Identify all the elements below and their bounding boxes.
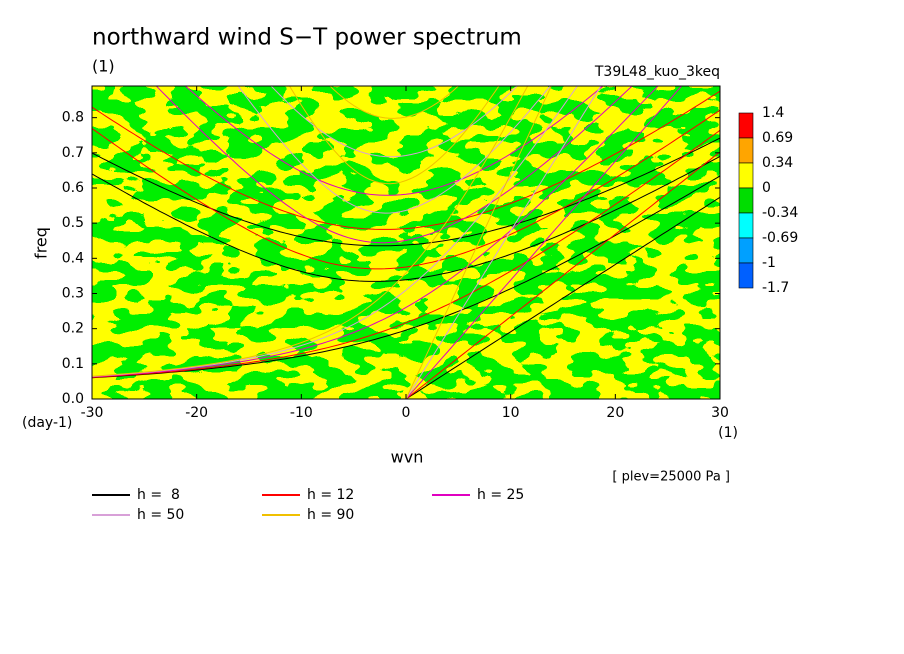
x-tick-label: -30: [81, 405, 104, 421]
dispersion-curve: [92, 175, 720, 379]
legend-label: h = 90: [307, 507, 354, 523]
x-tick-label: 0: [402, 405, 411, 421]
dispersion-curve: [329, 86, 460, 119]
x-tick-label: -10: [290, 405, 313, 421]
dispersion-curve: [405, 196, 720, 399]
dispersion-curve: [237, 86, 551, 214]
x-tick-label: 10: [502, 405, 520, 421]
y-unit: (day-1): [22, 415, 72, 431]
colorbar-box: [738, 212, 754, 239]
dispersion-curve: [92, 90, 720, 230]
colorbar-box: [738, 187, 754, 214]
dispersion-curve: [92, 86, 659, 378]
colorbar-box: [738, 262, 754, 289]
colorbar-box: [738, 162, 754, 189]
colorbar-label: -1: [762, 255, 776, 271]
level-note: [ plev=25000 Pa ]: [612, 470, 730, 485]
dispersion-curve: [184, 86, 604, 196]
dispersion-curve: [288, 86, 500, 185]
x-tick-label: -20: [185, 405, 208, 421]
dispersion-curve: [92, 137, 720, 247]
x-axis-label: wvn: [391, 448, 424, 467]
legend-label: h = 8: [137, 487, 180, 503]
dispersion-curve: [92, 109, 720, 270]
spectrum-field: [92, 86, 720, 399]
dispersion-curve: [405, 151, 720, 399]
subtitle: (1): [92, 57, 115, 76]
colorbar-label: 1.4: [762, 105, 784, 121]
dispersion-curve: [92, 155, 720, 282]
y-tick-label: 0.4: [62, 250, 84, 266]
colorbar-label: -0.69: [762, 230, 798, 246]
dispersion-curve: [405, 86, 602, 399]
chart-title: northward wind S−T power spectrum: [92, 25, 522, 51]
dispersion-curve: [92, 129, 720, 378]
y-tick-label: 0.0: [62, 391, 84, 407]
colorbar-label: -1.7: [762, 280, 789, 296]
colorbar-label: 0.69: [762, 130, 793, 146]
run-name: T39L48_kuo_3keq: [594, 64, 720, 80]
legend-label: h = 50: [137, 507, 184, 523]
y-tick-label: 0.2: [62, 321, 84, 337]
y-tick-label: 0.6: [62, 180, 84, 196]
dispersion-curve: [92, 86, 529, 377]
x-unit: (1): [718, 425, 738, 441]
legend-label: h = 25: [477, 487, 524, 503]
dispersion-curve: [155, 86, 633, 244]
legend-label: h = 12: [307, 487, 354, 503]
dispersion-curve: [270, 86, 518, 158]
dispersion-curve: [92, 86, 578, 377]
x-tick-label: 30: [711, 405, 729, 421]
y-tick-label: 0.7: [62, 145, 84, 161]
colorbar-box: [738, 137, 754, 164]
y-tick-label: 0.5: [62, 215, 84, 231]
y-tick-label: 0.3: [62, 285, 84, 301]
colorbar-label: -0.34: [762, 205, 798, 221]
colorbar-box: [738, 237, 754, 264]
y-tick-label: 0.8: [62, 110, 84, 126]
dispersion-curve: [405, 86, 552, 399]
colorbar-label: 0.34: [762, 155, 793, 171]
colorbar-box: [738, 112, 754, 139]
colorbar-label: 0: [762, 180, 771, 196]
y-tick-label: 0.1: [62, 356, 84, 372]
x-tick-label: 20: [606, 405, 624, 421]
y-axis-label: freq: [32, 227, 51, 259]
dispersion-curve: [405, 86, 683, 399]
